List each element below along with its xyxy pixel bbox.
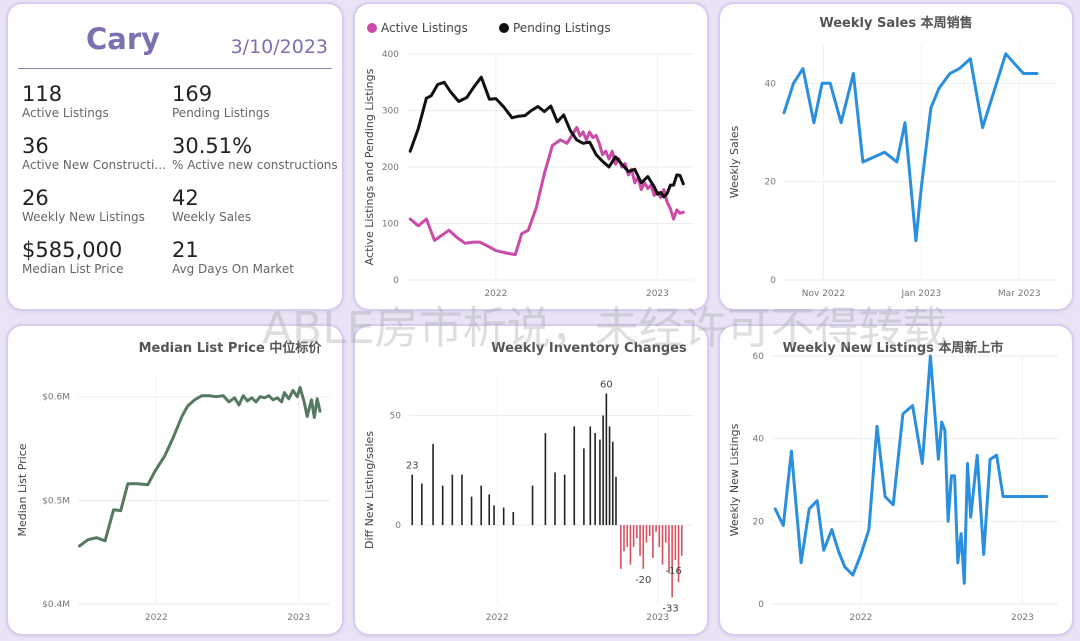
data-label: -16 xyxy=(666,566,682,577)
kpi-label: Avg Days On Market xyxy=(172,262,294,276)
kpi-value: 42 xyxy=(172,186,199,210)
kpi-label: Active New Constructi... xyxy=(22,158,166,172)
kpi-value: 169 xyxy=(172,82,213,106)
y-tick-label: 300 xyxy=(382,107,399,117)
inventory-changes-card: Weekly Inventory Changes 0 50 2022 2023 Diff … xyxy=(355,326,707,634)
y-tick-label: 0 xyxy=(758,600,764,610)
x-tick-label: Jan 2023 xyxy=(901,289,942,299)
series-line-0 xyxy=(77,385,322,548)
kpi-pct-new-construction: 30.51% % Active new constructions xyxy=(172,134,338,172)
kpi-pending-listings: 169 Pending Listings xyxy=(172,82,270,120)
inventory-changes-chart: Weekly Inventory Changes 0 50 2022 2023 Diff … xyxy=(363,341,693,623)
listings-chart: 0 100 200 300 400 2022 2023 Active Listings and… xyxy=(363,21,693,299)
kpi-value: 36 xyxy=(22,134,49,158)
city-title: Cary xyxy=(85,22,161,56)
legend-marker xyxy=(367,23,377,33)
y-tick-label: 400 xyxy=(382,50,399,60)
kpi-avg-days-on-market: 21 Avg Days On Market xyxy=(172,238,294,276)
kpi-active-new-construction: 36 Active New Constructi... xyxy=(22,134,166,172)
summary-card: Cary 3/10/2023 118 Active Listings 169 P… xyxy=(8,4,342,309)
x-tick-label: 2022 xyxy=(145,613,168,623)
y-tick-label: 50 xyxy=(390,411,402,421)
new-listings-card: Weekly New Listings 本周新上市 0 20 40 60 2022 2023… xyxy=(720,326,1072,634)
y-axis-label: Diff New Listing/sales xyxy=(363,431,376,549)
y-tick-label: 40 xyxy=(753,435,765,445)
y-tick-label: 0 xyxy=(393,276,399,286)
legend-label: Pending Listings xyxy=(513,21,611,35)
y-tick-label: 0 xyxy=(770,276,776,286)
y-axis-label: Median List Price xyxy=(16,443,29,536)
chart-title: Weekly Sales 本周销售 xyxy=(819,15,972,31)
y-tick-label: 100 xyxy=(382,220,399,230)
kpi-label: Active Listings xyxy=(22,106,109,120)
y-axis-label: Weekly New Listings xyxy=(728,423,741,536)
x-tick-label: 2022 xyxy=(486,613,509,623)
report-date: 3/10/2023 xyxy=(230,36,328,58)
kpi-label: Weekly Sales xyxy=(172,210,252,224)
median-price-chart: Median List Price 中位标价 $0.4M $0.5M $0.6M 202… xyxy=(16,340,330,623)
weekly-sales-card: Weekly Sales 本周销售 0 20 40 Nov 2022 Jan 2023 Ma… xyxy=(720,4,1072,309)
y-tick-label: $0.4M xyxy=(42,600,70,610)
median-price-card: Median List Price 中位标价 $0.4M $0.5M $0.6M 202… xyxy=(8,326,342,634)
x-tick-label: Nov 2022 xyxy=(802,289,845,299)
y-tick-label: 200 xyxy=(382,163,399,173)
data-label: 23 xyxy=(406,461,419,472)
y-tick-label: 60 xyxy=(753,352,765,362)
x-tick-label: 2023 xyxy=(646,289,669,299)
kpi-weekly-sales: 42 Weekly Sales xyxy=(172,186,251,224)
chart-title: Weekly New Listings 本周新上市 xyxy=(783,340,1004,356)
chart-title: Median List Price 中位标价 xyxy=(139,340,323,356)
legend-marker xyxy=(499,23,509,33)
legend-label: Active Listings xyxy=(381,21,468,35)
kpi-label: Pending Listings xyxy=(172,106,270,120)
kpi-value: 26 xyxy=(22,186,49,210)
y-tick-label: $0.6M xyxy=(42,393,70,403)
kpi-value: 30.51% xyxy=(172,134,253,158)
series-line-1 xyxy=(408,75,685,199)
y-tick-label: 40 xyxy=(765,79,777,89)
kpi-active-listings: 118 Active Listings xyxy=(22,82,109,120)
data-label: 60 xyxy=(600,380,613,391)
kpi-weekly-new-listings: 26 Weekly New Listings xyxy=(22,186,145,224)
new-listings-chart: Weekly New Listings 本周新上市 0 20 40 60 2022 2023… xyxy=(728,340,1058,623)
y-tick-label: $0.5M xyxy=(42,496,70,506)
x-tick-label: 2023 xyxy=(1011,613,1034,623)
x-tick-label: 2022 xyxy=(849,613,872,623)
y-tick-label: 20 xyxy=(765,178,777,188)
title-divider xyxy=(18,68,332,69)
y-tick-label: 0 xyxy=(395,521,401,531)
listings-chart-card: 0 100 200 300 400 2022 2023 Active Listings and… xyxy=(355,4,707,309)
series-line-0 xyxy=(773,354,1049,585)
series-line-0 xyxy=(408,125,685,257)
series-line-0 xyxy=(782,52,1039,243)
data-label: -33 xyxy=(662,603,678,614)
kpi-value: 21 xyxy=(172,238,199,262)
y-axis-label: Active Listings and Pending Listings xyxy=(363,68,376,265)
x-tick-label: 2022 xyxy=(484,289,507,299)
kpi-value: $585,000 xyxy=(22,238,123,262)
x-tick-label: 2023 xyxy=(646,613,669,623)
chart-title: Weekly Inventory Changes xyxy=(491,341,687,356)
kpi-label: % Active new constructions xyxy=(172,158,338,172)
kpi-median-list-price: $585,000 Median List Price xyxy=(22,238,124,276)
x-tick-label: 2023 xyxy=(287,613,310,623)
y-axis-label: Weekly Sales xyxy=(728,125,741,198)
x-tick-label: Mar 2023 xyxy=(998,289,1041,299)
data-label: -20 xyxy=(635,575,651,586)
kpi-label: Median List Price xyxy=(22,262,124,276)
kpi-value: 118 xyxy=(22,82,63,106)
y-tick-label: 20 xyxy=(753,517,765,527)
kpi-label: Weekly New Listings xyxy=(22,210,145,224)
weekly-sales-chart: Weekly Sales 本周销售 0 20 40 Nov 2022 Jan 2023 Ma… xyxy=(728,15,1056,299)
